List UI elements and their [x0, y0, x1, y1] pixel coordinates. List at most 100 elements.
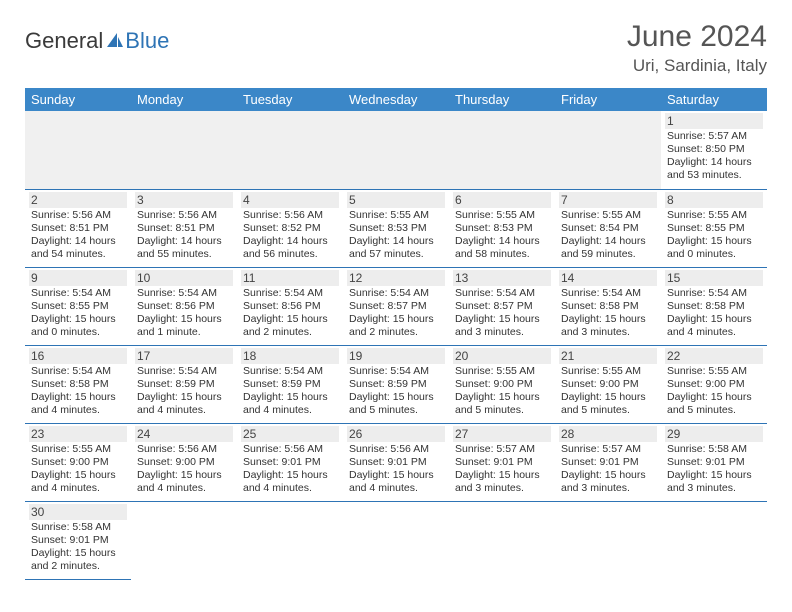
calendar-week-row: 30Sunrise: 5:58 AMSunset: 9:01 PMDayligh… — [25, 501, 767, 579]
day-number: 6 — [453, 192, 551, 208]
day-info: Sunrise: 5:56 AMSunset: 9:01 PMDaylight:… — [241, 442, 339, 497]
calendar-day-cell: 2Sunrise: 5:56 AMSunset: 8:51 PMDaylight… — [25, 189, 131, 267]
day-info: Sunrise: 5:54 AMSunset: 8:58 PMDaylight:… — [29, 364, 127, 419]
day-number: 10 — [135, 270, 233, 286]
month-title: June 2024 — [627, 20, 767, 54]
title-block: June 2024 Uri, Sardinia, Italy — [627, 20, 767, 76]
day-info: Sunrise: 5:56 AMSunset: 9:01 PMDaylight:… — [347, 442, 445, 497]
day-number: 20 — [453, 348, 551, 364]
calendar-week-row: 16Sunrise: 5:54 AMSunset: 8:58 PMDayligh… — [25, 345, 767, 423]
weekday-header: Saturday — [661, 88, 767, 111]
day-number: 21 — [559, 348, 657, 364]
day-info: Sunrise: 5:55 AMSunset: 8:55 PMDaylight:… — [665, 208, 763, 263]
calendar-week-row: 9Sunrise: 5:54 AMSunset: 8:55 PMDaylight… — [25, 267, 767, 345]
calendar-day-cell: 27Sunrise: 5:57 AMSunset: 9:01 PMDayligh… — [449, 423, 555, 501]
day-info: Sunrise: 5:57 AMSunset: 8:50 PMDaylight:… — [665, 129, 763, 184]
calendar-table: SundayMondayTuesdayWednesdayThursdayFrid… — [25, 88, 767, 580]
day-number: 11 — [241, 270, 339, 286]
calendar-empty-cell — [343, 501, 449, 579]
calendar-day-cell: 13Sunrise: 5:54 AMSunset: 8:57 PMDayligh… — [449, 267, 555, 345]
day-number: 4 — [241, 192, 339, 208]
day-info: Sunrise: 5:55 AMSunset: 8:54 PMDaylight:… — [559, 208, 657, 263]
day-number: 17 — [135, 348, 233, 364]
calendar-empty-cell — [131, 501, 237, 579]
day-number: 30 — [29, 504, 127, 520]
calendar-empty-cell — [555, 111, 661, 189]
calendar-week-row: 2Sunrise: 5:56 AMSunset: 8:51 PMDaylight… — [25, 189, 767, 267]
day-number: 25 — [241, 426, 339, 442]
calendar-empty-cell — [661, 501, 767, 579]
calendar-day-cell: 29Sunrise: 5:58 AMSunset: 9:01 PMDayligh… — [661, 423, 767, 501]
day-info: Sunrise: 5:54 AMSunset: 8:58 PMDaylight:… — [665, 286, 763, 341]
calendar-day-cell: 21Sunrise: 5:55 AMSunset: 9:00 PMDayligh… — [555, 345, 661, 423]
day-info: Sunrise: 5:54 AMSunset: 8:55 PMDaylight:… — [29, 286, 127, 341]
calendar-day-cell: 19Sunrise: 5:54 AMSunset: 8:59 PMDayligh… — [343, 345, 449, 423]
day-info: Sunrise: 5:55 AMSunset: 8:53 PMDaylight:… — [453, 208, 551, 263]
weekday-header: Sunday — [25, 88, 131, 111]
calendar-day-cell: 28Sunrise: 5:57 AMSunset: 9:01 PMDayligh… — [555, 423, 661, 501]
day-info: Sunrise: 5:55 AMSunset: 9:00 PMDaylight:… — [559, 364, 657, 419]
day-number: 9 — [29, 270, 127, 286]
day-info: Sunrise: 5:54 AMSunset: 8:59 PMDaylight:… — [135, 364, 233, 419]
calendar-day-cell: 7Sunrise: 5:55 AMSunset: 8:54 PMDaylight… — [555, 189, 661, 267]
calendar-day-cell: 23Sunrise: 5:55 AMSunset: 9:00 PMDayligh… — [25, 423, 131, 501]
day-info: Sunrise: 5:57 AMSunset: 9:01 PMDaylight:… — [559, 442, 657, 497]
calendar-day-cell: 5Sunrise: 5:55 AMSunset: 8:53 PMDaylight… — [343, 189, 449, 267]
calendar-empty-cell — [449, 111, 555, 189]
weekday-header: Wednesday — [343, 88, 449, 111]
calendar-head: SundayMondayTuesdayWednesdayThursdayFrid… — [25, 88, 767, 111]
calendar-empty-cell — [237, 111, 343, 189]
day-info: Sunrise: 5:54 AMSunset: 8:56 PMDaylight:… — [241, 286, 339, 341]
calendar-day-cell: 3Sunrise: 5:56 AMSunset: 8:51 PMDaylight… — [131, 189, 237, 267]
calendar-day-cell: 8Sunrise: 5:55 AMSunset: 8:55 PMDaylight… — [661, 189, 767, 267]
day-info: Sunrise: 5:58 AMSunset: 9:01 PMDaylight:… — [665, 442, 763, 497]
calendar-day-cell: 14Sunrise: 5:54 AMSunset: 8:58 PMDayligh… — [555, 267, 661, 345]
day-info: Sunrise: 5:54 AMSunset: 8:57 PMDaylight:… — [453, 286, 551, 341]
day-info: Sunrise: 5:56 AMSunset: 8:52 PMDaylight:… — [241, 208, 339, 263]
calendar-empty-cell — [555, 501, 661, 579]
weekday-header: Tuesday — [237, 88, 343, 111]
calendar-empty-cell — [343, 111, 449, 189]
calendar-day-cell: 15Sunrise: 5:54 AMSunset: 8:58 PMDayligh… — [661, 267, 767, 345]
calendar-day-cell: 1Sunrise: 5:57 AMSunset: 8:50 PMDaylight… — [661, 111, 767, 189]
day-number: 26 — [347, 426, 445, 442]
day-number: 12 — [347, 270, 445, 286]
day-info: Sunrise: 5:55 AMSunset: 9:00 PMDaylight:… — [453, 364, 551, 419]
weekday-header: Friday — [555, 88, 661, 111]
calendar-day-cell: 11Sunrise: 5:54 AMSunset: 8:56 PMDayligh… — [237, 267, 343, 345]
day-info: Sunrise: 5:56 AMSunset: 8:51 PMDaylight:… — [135, 208, 233, 263]
day-info: Sunrise: 5:57 AMSunset: 9:01 PMDaylight:… — [453, 442, 551, 497]
day-info: Sunrise: 5:55 AMSunset: 9:00 PMDaylight:… — [665, 364, 763, 419]
day-number: 29 — [665, 426, 763, 442]
day-number: 7 — [559, 192, 657, 208]
day-number: 15 — [665, 270, 763, 286]
calendar-day-cell: 4Sunrise: 5:56 AMSunset: 8:52 PMDaylight… — [237, 189, 343, 267]
calendar-day-cell: 12Sunrise: 5:54 AMSunset: 8:57 PMDayligh… — [343, 267, 449, 345]
day-info: Sunrise: 5:55 AMSunset: 8:53 PMDaylight:… — [347, 208, 445, 263]
logo-word-1: General — [25, 28, 103, 54]
day-info: Sunrise: 5:56 AMSunset: 8:51 PMDaylight:… — [29, 208, 127, 263]
day-info: Sunrise: 5:56 AMSunset: 9:00 PMDaylight:… — [135, 442, 233, 497]
day-number: 24 — [135, 426, 233, 442]
calendar-empty-cell — [25, 111, 131, 189]
day-number: 13 — [453, 270, 551, 286]
day-info: Sunrise: 5:54 AMSunset: 8:58 PMDaylight:… — [559, 286, 657, 341]
day-info: Sunrise: 5:54 AMSunset: 8:59 PMDaylight:… — [241, 364, 339, 419]
location-text: Uri, Sardinia, Italy — [627, 56, 767, 76]
calendar-empty-cell — [449, 501, 555, 579]
weekday-row: SundayMondayTuesdayWednesdayThursdayFrid… — [25, 88, 767, 111]
calendar-day-cell: 10Sunrise: 5:54 AMSunset: 8:56 PMDayligh… — [131, 267, 237, 345]
day-number: 5 — [347, 192, 445, 208]
day-number: 16 — [29, 348, 127, 364]
day-info: Sunrise: 5:54 AMSunset: 8:56 PMDaylight:… — [135, 286, 233, 341]
calendar-day-cell: 16Sunrise: 5:54 AMSunset: 8:58 PMDayligh… — [25, 345, 131, 423]
sail-icon — [105, 31, 125, 49]
day-number: 27 — [453, 426, 551, 442]
day-number: 23 — [29, 426, 127, 442]
calendar-day-cell: 22Sunrise: 5:55 AMSunset: 9:00 PMDayligh… — [661, 345, 767, 423]
calendar-day-cell: 25Sunrise: 5:56 AMSunset: 9:01 PMDayligh… — [237, 423, 343, 501]
calendar-week-row: 23Sunrise: 5:55 AMSunset: 9:00 PMDayligh… — [25, 423, 767, 501]
calendar-day-cell: 30Sunrise: 5:58 AMSunset: 9:01 PMDayligh… — [25, 501, 131, 579]
day-number: 22 — [665, 348, 763, 364]
calendar-day-cell: 20Sunrise: 5:55 AMSunset: 9:00 PMDayligh… — [449, 345, 555, 423]
